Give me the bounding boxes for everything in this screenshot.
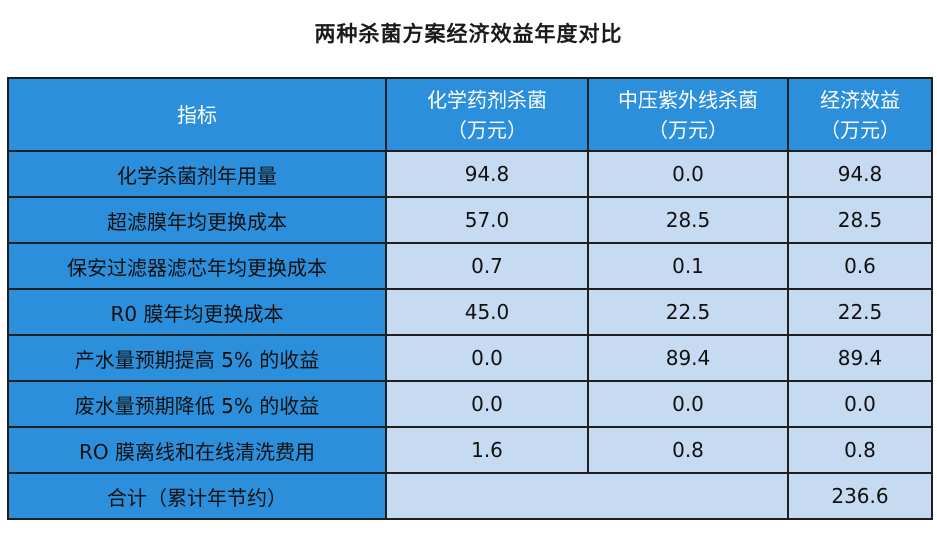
header-uv-unit: （万元）: [648, 117, 728, 142]
table-row: RO 膜离线和在线清洗费用 1.6 0.8 0.8: [7, 426, 933, 474]
chemical-value: 1.6: [385, 426, 589, 474]
chemical-value: 0.7: [385, 242, 589, 290]
header-indicator: 指标: [7, 77, 387, 152]
header-row: 指标 化学药剂杀菌 （万元） 中压紫外线杀菌 （万元） 经济效益 （万元）: [7, 77, 933, 152]
chemical-value: 57.0: [385, 196, 589, 244]
row-label: 超滤膜年均更换成本: [7, 196, 387, 244]
chemical-value: 94.8: [385, 150, 589, 198]
benefit-value: 0.6: [787, 242, 933, 290]
header-uv: 中压紫外线杀菌 （万元）: [587, 77, 789, 152]
benefit-value: 22.5: [787, 288, 933, 336]
chemical-value: 0.0: [385, 334, 589, 382]
benefit-value: 0.8: [787, 426, 933, 474]
total-row: 合计（累计年节约） 236.6: [7, 472, 933, 520]
header-benefit-unit: （万元）: [820, 117, 900, 142]
row-label: RO 膜离线和在线清洗费用: [7, 426, 387, 474]
table-row: 化学杀菌剂年用量 94.8 0.0 94.8: [7, 150, 933, 198]
uv-value: 0.0: [587, 380, 789, 428]
page-title: 两种杀菌方案经济效益年度对比: [314, 22, 623, 46]
benefit-value: 94.8: [787, 150, 933, 198]
table-row: 超滤膜年均更换成本 57.0 28.5 28.5: [7, 196, 933, 244]
row-label: 保安过滤器滤芯年均更换成本: [7, 242, 387, 290]
table-row: 废水量预期降低 5% 的收益 0.0 0.0 0.0: [7, 380, 933, 428]
benefit-value: 0.0: [787, 380, 933, 428]
uv-value: 22.5: [587, 288, 789, 336]
comparison-table: 指标 化学药剂杀菌 （万元） 中压紫外线杀菌 （万元） 经济效益 （万元） 化学…: [7, 77, 933, 520]
uv-value: 0.1: [587, 242, 789, 290]
header-indicator-label: 指标: [177, 102, 217, 127]
total-label: 合计（累计年节约）: [7, 472, 387, 520]
row-label: 化学杀菌剂年用量: [7, 150, 387, 198]
total-benefit-value: 236.6: [787, 472, 933, 520]
header-chemical-label: 化学药剂杀菌: [427, 87, 547, 112]
header-benefit-label: 经济效益: [820, 87, 900, 112]
header-chemical-unit: （万元）: [447, 117, 527, 142]
header-benefit: 经济效益 （万元）: [787, 77, 933, 152]
header-chemical: 化学药剂杀菌 （万元）: [385, 77, 589, 152]
table-row: 产水量预期提高 5% 的收益 0.0 89.4 89.4: [7, 334, 933, 382]
total-empty-cell: [385, 472, 789, 520]
uv-value: 28.5: [587, 196, 789, 244]
table-row: 保安过滤器滤芯年均更换成本 0.7 0.1 0.6: [7, 242, 933, 290]
uv-value: 0.8: [587, 426, 789, 474]
chemical-value: 45.0: [385, 288, 589, 336]
uv-value: 89.4: [587, 334, 789, 382]
chemical-value: 0.0: [385, 380, 589, 428]
header-uv-label: 中压紫外线杀菌: [618, 87, 758, 112]
row-label: 产水量预期提高 5% 的收益: [7, 334, 387, 382]
table-row: R0 膜年均更换成本 45.0 22.5 22.5: [7, 288, 933, 336]
benefit-value: 28.5: [787, 196, 933, 244]
uv-value: 0.0: [587, 150, 789, 198]
row-label: R0 膜年均更换成本: [7, 288, 387, 336]
row-label: 废水量预期降低 5% 的收益: [7, 380, 387, 428]
benefit-value: 89.4: [787, 334, 933, 382]
